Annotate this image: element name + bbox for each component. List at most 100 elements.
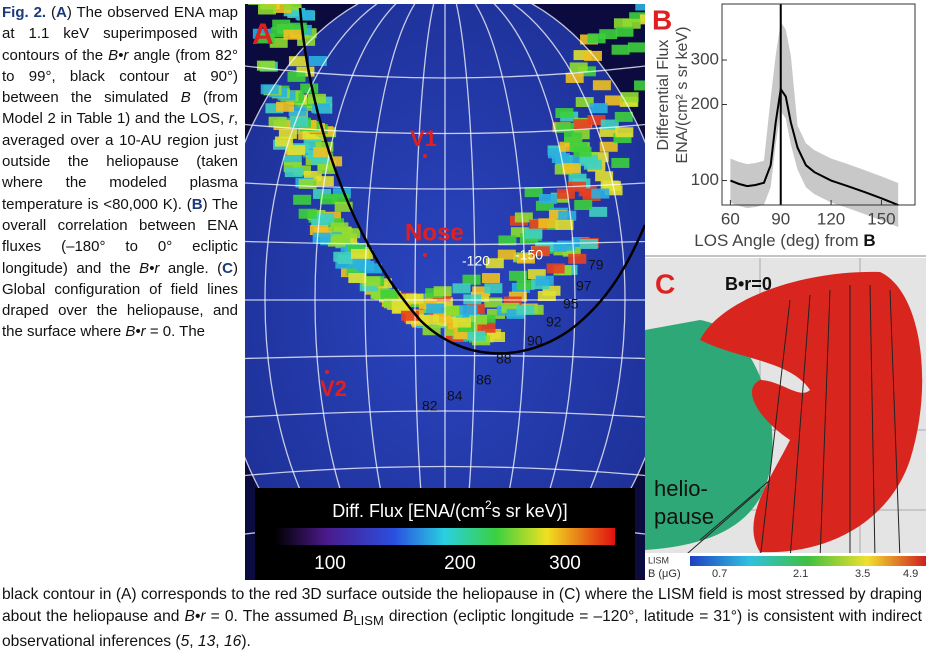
flux-tile: [484, 283, 502, 293]
colorbar: [690, 556, 926, 566]
caption-bottom: black contour in (A) corresponds to the …: [2, 584, 922, 653]
flux-tile: [615, 127, 633, 137]
flux-tile: [580, 239, 598, 249]
flux-tile: [283, 0, 301, 10]
surface-label: B•r=0: [725, 274, 772, 294]
caption-text: LISM: [353, 613, 383, 628]
longitude-label: -150: [515, 247, 543, 263]
caption-text: 16: [224, 633, 241, 650]
contour-label: 84: [447, 388, 463, 404]
flux-tile: [615, 27, 633, 37]
flux-tile: [348, 273, 366, 283]
flux-tile: [309, 56, 327, 66]
colorbar-label: B (μG): [648, 568, 681, 580]
flux-tile: [593, 80, 611, 90]
flux-tile: [568, 254, 586, 264]
flux-tile: [269, 117, 287, 127]
colorbar-tick: 300: [549, 553, 581, 574]
flux-tile: [248, 0, 266, 5]
contour-label: 82: [422, 398, 438, 414]
flux-tile: [605, 95, 623, 105]
caption-text: = 0. The assumed: [206, 608, 343, 625]
flux-tile: [574, 200, 592, 210]
flux-tile: [536, 276, 554, 286]
contour-label: 86: [476, 372, 492, 388]
flux-tile: [570, 142, 588, 152]
colorbar-title: Diff. Flux [ENA/(cm2s sr keV)]: [332, 498, 567, 521]
flux-tile: [293, 195, 311, 205]
flux-tile: [564, 132, 582, 142]
y-axis-label: Differential Flux: [655, 40, 672, 151]
flux-tile: [482, 273, 500, 283]
colorbar: [275, 528, 615, 545]
flux-tile: [290, 117, 308, 127]
flux-tile: [308, 94, 326, 104]
marker-dot: [423, 154, 427, 158]
flux-tile: [313, 233, 331, 243]
flux-tile: [276, 102, 294, 112]
y-tick-label: 300: [691, 50, 719, 69]
flux-tile: [547, 263, 565, 273]
contour-label: 97: [576, 278, 592, 294]
page: Fig. 2. (A) The observed ENA map at 1.1 …: [0, 0, 926, 670]
x-tick-label: 90: [771, 209, 790, 228]
x-tick-label: 120: [817, 209, 845, 228]
marker-label: V2: [320, 376, 347, 401]
x-tick-label: 150: [867, 209, 895, 228]
flux-tile: [299, 209, 317, 219]
caption-text: 13: [198, 633, 215, 650]
flux-tile: [467, 331, 485, 341]
x-axis-label-part: B: [863, 231, 875, 250]
y-tick-label: 100: [691, 170, 719, 189]
region-label: pause: [654, 504, 714, 529]
x-axis-label: LOS Angle (deg) from B: [694, 231, 875, 250]
flux-tile: [612, 45, 630, 55]
caption-text: ,: [215, 633, 224, 650]
flux-tile: [463, 275, 481, 285]
panel-label: C: [655, 268, 675, 299]
flux-tile: [570, 62, 588, 72]
marker-dot: [423, 253, 427, 257]
flux-tile: [452, 283, 470, 293]
flux-tile: [539, 194, 557, 204]
contour-label: 92: [546, 314, 562, 330]
colorbar-tick: 0.7: [712, 568, 727, 580]
contour-label: 79: [588, 257, 604, 273]
flux-tile: [426, 304, 444, 314]
marker-label: Nose: [405, 219, 464, 246]
x-tick-label: 60: [721, 209, 740, 228]
contour-label: 88: [496, 351, 512, 367]
caption-text: B•r: [185, 608, 206, 625]
flux-tile: [558, 211, 576, 221]
flux-tile: [591, 189, 609, 199]
longitude-label: -120: [462, 253, 490, 269]
panel-label: B: [652, 4, 672, 35]
x-axis-label-part: LOS Angle (deg) from: [694, 231, 863, 250]
figure: Diff. Flux [ENA/(cm2s sr keV)] 100 200 3…: [0, 0, 926, 582]
y-tick-label: 200: [691, 94, 719, 113]
region-label: helio-: [654, 476, 708, 501]
flux-tile: [588, 33, 606, 43]
contour-label: 90: [527, 333, 543, 349]
flux-tile: [615, 112, 633, 122]
flux-tile: [590, 103, 608, 113]
contour-label: 95: [563, 296, 579, 312]
caption-text: ).: [241, 633, 251, 650]
flux-tile: [271, 0, 289, 3]
colorbar-tick: 200: [444, 553, 476, 574]
flux-tile: [262, 0, 280, 2]
colorbar-tick: 2.1: [793, 568, 808, 580]
flux-tile: [538, 218, 556, 228]
flux-tile: [258, 4, 276, 14]
caption-text: 5: [181, 633, 190, 650]
flux-tile: [498, 250, 516, 260]
flux-tile: [555, 108, 573, 118]
flux-tile: [524, 229, 542, 239]
caption-text: ,: [189, 633, 198, 650]
colorbar-tick: 4.9: [903, 568, 918, 580]
flux-tile: [299, 179, 317, 189]
colorbar-tick: 100: [314, 553, 346, 574]
flux-tile: [333, 234, 351, 244]
colorbar-title-part: s sr keV)]: [492, 501, 568, 521]
marker-dot: [325, 370, 329, 374]
